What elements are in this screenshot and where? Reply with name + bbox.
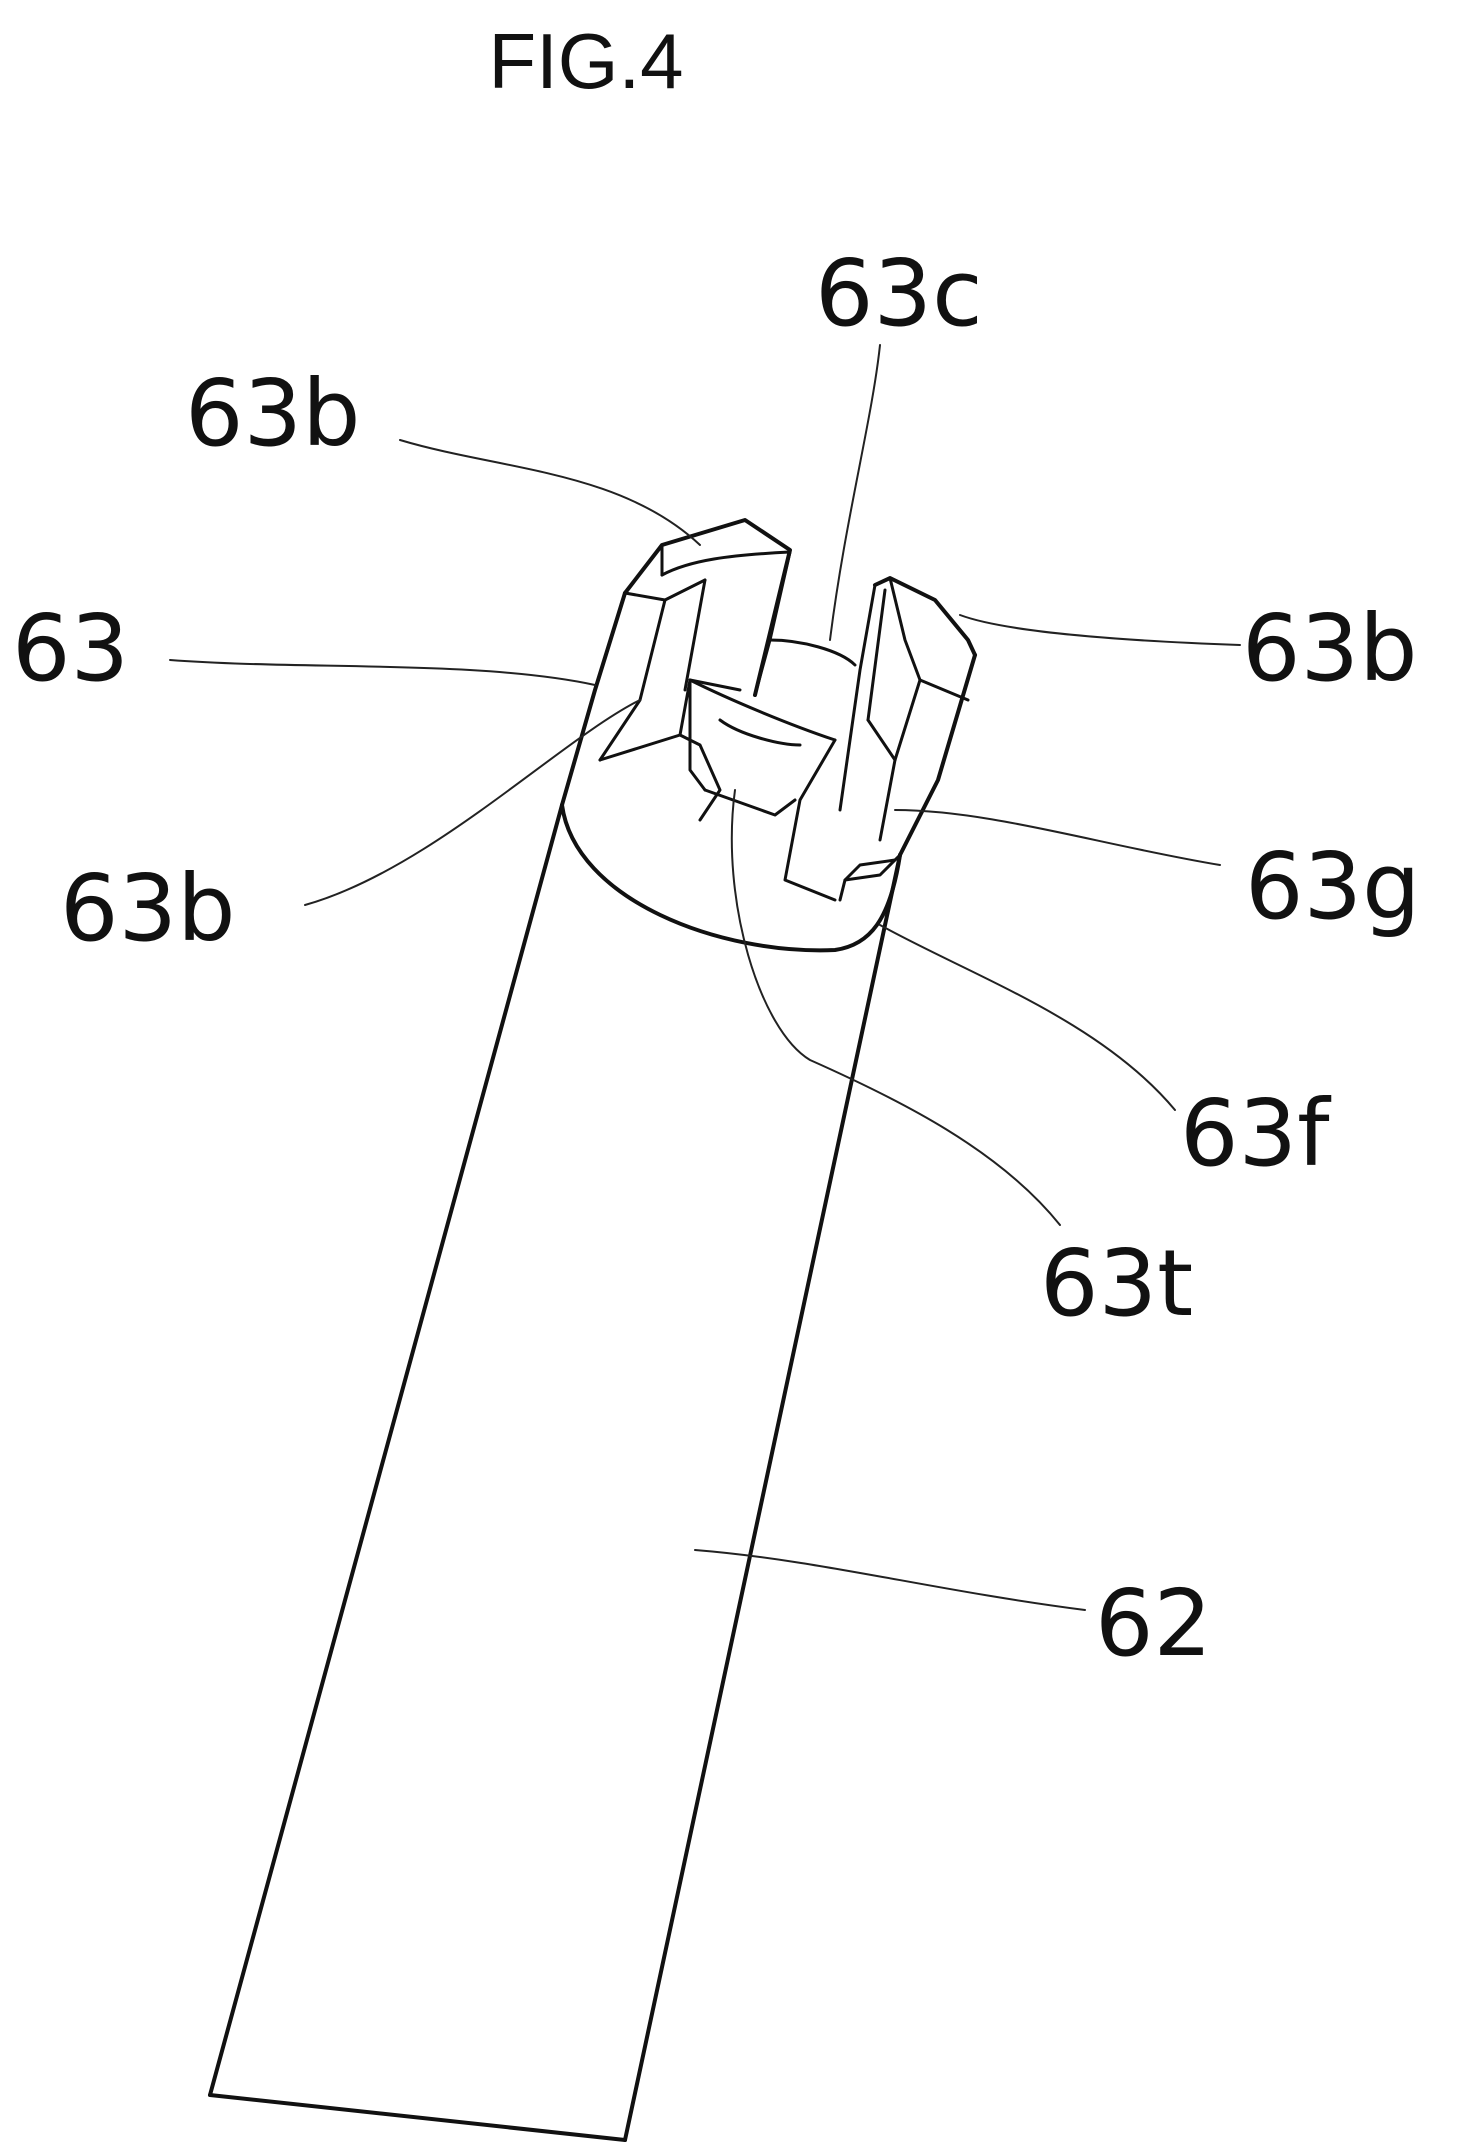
prong-top-left-inner <box>662 552 790 575</box>
label-63c: 63c <box>815 240 983 347</box>
label-63: 63 <box>12 595 129 702</box>
prong-top-left-facet-d <box>685 580 705 690</box>
leader-63b-right <box>960 615 1240 645</box>
center-post-top <box>690 680 835 740</box>
leader-63b-top-left <box>400 440 700 545</box>
head-outer-right <box>900 655 975 855</box>
leader-62 <box>695 1550 1085 1610</box>
figure-title: FIG.4 <box>488 17 683 105</box>
shaft-right-edge <box>625 855 900 2140</box>
slot-left-edge <box>755 552 790 695</box>
leader-63 <box>170 660 595 685</box>
shaft-left-edge <box>210 805 562 2095</box>
prong-top-left-facet-a <box>625 580 705 600</box>
leader-63t <box>732 790 1060 1225</box>
leader-63b-left-lower <box>305 700 640 905</box>
prong-right-facet-c <box>880 680 920 840</box>
slot-back-edge <box>770 640 855 665</box>
label-63f: 63f <box>1180 1080 1332 1187</box>
leader-63f <box>880 925 1175 1110</box>
prong-right <box>875 578 975 655</box>
leader-lines <box>170 345 1240 1610</box>
prong-inner-left <box>600 735 720 820</box>
center-post-left <box>690 680 705 790</box>
prong-top-left <box>625 520 790 695</box>
prong-top-left-facet-c <box>600 600 665 760</box>
label-63b-left-lower: 63b <box>60 855 235 962</box>
label-63g: 63g <box>1245 833 1420 940</box>
shaft-62 <box>210 805 900 2140</box>
label-63b-top-left: 63b <box>185 360 360 467</box>
label-62: 62 <box>1095 1570 1212 1677</box>
head-63 <box>562 520 975 950</box>
prong-right-facet-d <box>868 720 895 760</box>
center-post-right <box>785 740 835 900</box>
prong-right-facet-a <box>890 578 920 680</box>
shaft-bottom-edge <box>210 2095 625 2140</box>
label-63t: 63t <box>1040 1230 1193 1337</box>
reference-labels: 63c 63b 63 63b 63b 63g 63f 63t 62 <box>12 240 1420 1677</box>
center-post-front <box>705 790 795 815</box>
prong-right-facet-b <box>920 680 968 700</box>
leader-63g <box>895 810 1220 865</box>
label-63b-right: 63b <box>1242 595 1417 702</box>
head-outer-left <box>562 593 625 805</box>
